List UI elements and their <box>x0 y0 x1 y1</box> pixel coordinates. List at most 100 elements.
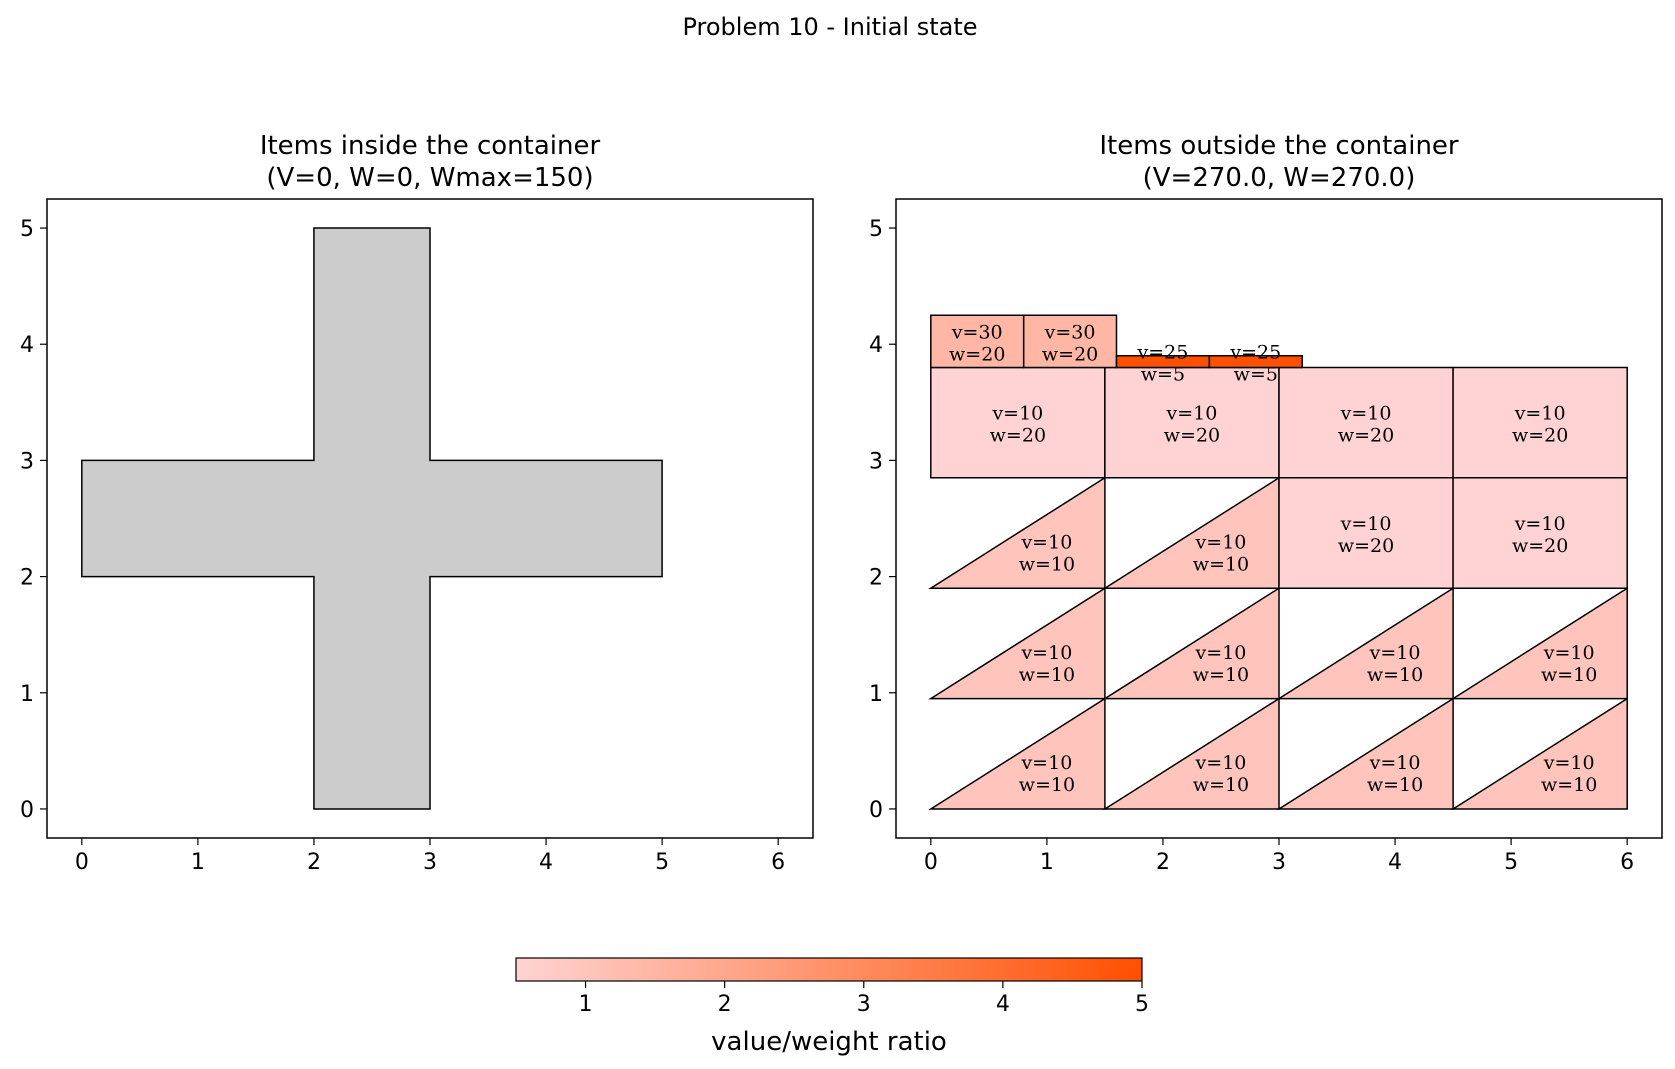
colorbar-tick-label: 5 <box>1135 992 1149 1017</box>
x-tick-label: 0 <box>924 850 938 875</box>
x-tick-label: 5 <box>1504 850 1518 875</box>
item-value-label: v=10 <box>1020 531 1072 553</box>
panel-outside-container: Items outside the container (V=270.0, W=… <box>869 131 1663 875</box>
x-tick-label: 6 <box>771 850 785 875</box>
item-shape <box>928 586 1106 700</box>
panel-title-line2: (V=0, W=0, Wmax=150) <box>266 163 593 193</box>
item-weight-label: w=20 <box>990 425 1046 447</box>
item-value-label: v=10 <box>1543 752 1595 774</box>
item-weight-label: w=10 <box>1193 553 1249 575</box>
item-weight-label: w=20 <box>1512 425 1568 447</box>
item-shape <box>1450 586 1628 700</box>
item-shape <box>1022 314 1118 369</box>
item-weight-label: w=20 <box>1164 425 1220 447</box>
y-tick-label: 2 <box>869 566 883 591</box>
x-tick-label: 0 <box>75 850 89 875</box>
colorbar-gradient <box>515 957 1143 982</box>
x-tick-label: 2 <box>307 850 321 875</box>
colorbar-tick-label: 1 <box>579 992 593 1017</box>
colorbar-label: value/weight ratio <box>711 1027 947 1057</box>
item-value-label: v=25 <box>1137 342 1189 364</box>
item-weight-label: w=20 <box>1512 535 1568 557</box>
item-value-label: v=30 <box>1044 321 1096 343</box>
colorbar-tick-label: 3 <box>857 992 871 1017</box>
item-value-label: v=10 <box>1195 642 1247 664</box>
y-tick-label: 3 <box>20 449 34 474</box>
axis-ticks: 0 1 2 3 4 5 6 0 1 2 3 4 5 <box>20 217 785 875</box>
x-tick-label: 3 <box>423 850 437 875</box>
item-value-label: v=10 <box>1020 752 1072 774</box>
x-tick-label: 2 <box>1156 850 1170 875</box>
suptitle: Problem 10 - Initial state <box>682 13 977 41</box>
item-value-label: v=10 <box>1543 642 1595 664</box>
item-value-label: v=10 <box>1020 642 1072 664</box>
item-shape <box>1276 697 1454 810</box>
item-weight-label: w=10 <box>1193 774 1249 796</box>
item-weight-label: w=10 <box>1367 774 1423 796</box>
panel-title-line2: (V=270.0, W=270.0) <box>1143 163 1416 193</box>
item-weight-label: w=10 <box>1019 774 1075 796</box>
colorbar: 1 2 3 4 5 value/weight ratio <box>515 957 1149 1057</box>
item-shape <box>1208 355 1303 369</box>
item-shape <box>928 697 1106 810</box>
panel-title-line1: Items outside the container <box>1099 131 1459 161</box>
item-weight-label: w=20 <box>1338 425 1394 447</box>
item-weight-label: w=10 <box>1019 553 1075 575</box>
item-shape <box>928 476 1106 589</box>
y-tick-label: 1 <box>869 682 883 707</box>
y-tick-label: 2 <box>20 566 34 591</box>
plot-area: v=10w=10v=10w=10v=10w=10v=10w=10v=10w=10… <box>928 314 1628 810</box>
item-value-label: v=10 <box>1340 513 1392 535</box>
x-tick-label: 4 <box>539 850 553 875</box>
item-weight-label: w=10 <box>1541 664 1597 686</box>
item-shape <box>1452 366 1628 479</box>
item-value-label: v=10 <box>991 403 1043 425</box>
item-value-label: v=25 <box>1229 342 1281 364</box>
item-weight-label: w=20 <box>1338 535 1394 557</box>
container-shape <box>81 227 663 810</box>
item-value-label: v=10 <box>1514 513 1566 535</box>
y-tick-label: 5 <box>869 217 883 242</box>
y-tick-label: 3 <box>869 449 883 474</box>
item-weight-label: w=5 <box>1234 364 1278 386</box>
x-tick-label: 3 <box>1272 850 1286 875</box>
x-tick-label: 4 <box>1388 850 1402 875</box>
item-weight-label: w=10 <box>1367 664 1423 686</box>
colorbar-ticks: 1 2 3 4 5 <box>579 981 1149 1017</box>
x-tick-label: 5 <box>655 850 669 875</box>
item-value-label: v=10 <box>1166 403 1218 425</box>
item-shape <box>1102 697 1280 810</box>
item-weight-label: w=5 <box>1141 364 1185 386</box>
item-shape <box>1102 586 1280 700</box>
item-weight-label: w=20 <box>949 343 1005 365</box>
item-shape <box>1276 586 1454 700</box>
item-value-label: v=10 <box>1195 531 1247 553</box>
panel-title-line1: Items inside the container <box>260 131 601 161</box>
item-weight-label: w=10 <box>1193 664 1249 686</box>
x-tick-label: 1 <box>1040 850 1054 875</box>
plot-area <box>81 227 663 810</box>
item-value-label: v=10 <box>1195 752 1247 774</box>
y-tick-label: 4 <box>869 333 883 358</box>
item-value-label: v=30 <box>951 321 1003 343</box>
x-tick-label: 1 <box>191 850 205 875</box>
y-tick-label: 1 <box>20 682 34 707</box>
y-tick-label: 0 <box>20 798 34 823</box>
y-tick-label: 0 <box>869 798 883 823</box>
item-shape <box>1450 697 1628 810</box>
item-value-label: v=10 <box>1340 403 1392 425</box>
y-tick-label: 5 <box>20 217 34 242</box>
colorbar-tick-label: 4 <box>996 992 1010 1017</box>
y-tick-label: 4 <box>20 333 34 358</box>
item-weight-label: w=20 <box>1042 343 1098 365</box>
axis-ticks: 0 1 2 3 4 5 6 0 1 2 3 4 5 <box>869 217 1634 875</box>
item-value-label: v=10 <box>1514 403 1566 425</box>
item-value-label: v=10 <box>1369 642 1421 664</box>
item-weight-label: w=10 <box>1541 774 1597 796</box>
item-weight-label: w=10 <box>1019 664 1075 686</box>
x-tick-label: 6 <box>1620 850 1634 875</box>
panel-inside-container: Items inside the container (V=0, W=0, Wm… <box>20 131 814 875</box>
colorbar-tick-label: 2 <box>718 992 732 1017</box>
item-value-label: v=10 <box>1369 752 1421 774</box>
